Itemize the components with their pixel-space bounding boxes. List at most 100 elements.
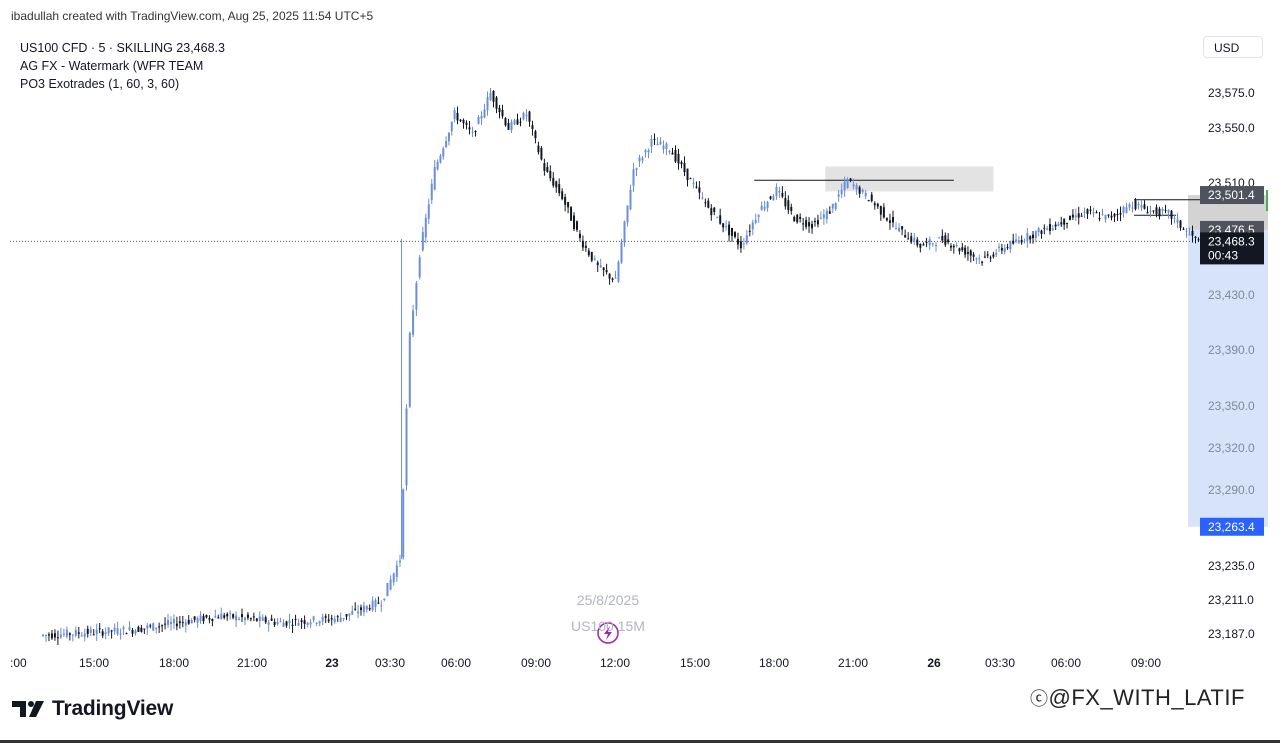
lightning-bolt-icon [604, 626, 612, 640]
candle-body [885, 218, 888, 221]
candle-body [113, 627, 116, 632]
candle-body [1009, 241, 1012, 249]
candle-body [146, 625, 149, 629]
candle-body [822, 214, 825, 219]
candle-body [938, 237, 941, 239]
candle-body [480, 115, 483, 119]
candle-body [59, 634, 62, 638]
candle-body [989, 257, 992, 259]
candle-body [677, 153, 680, 164]
currency-button[interactable]: USD [1203, 36, 1263, 58]
candle-body [919, 243, 922, 248]
candle-body [354, 608, 357, 610]
price-scale-label-bg [1200, 517, 1264, 536]
candle-body [882, 207, 885, 218]
candle-body [342, 617, 345, 619]
candle-body [722, 223, 725, 228]
candle-body [62, 633, 65, 635]
candle-body [1170, 210, 1173, 219]
candle-body [713, 207, 716, 212]
candle-body [1023, 240, 1026, 242]
candle-body [581, 240, 584, 248]
tradingview-logo-text: TradingView [52, 697, 174, 720]
candle-body [238, 618, 241, 620]
price-scale-label: 23,501.4 [1208, 188, 1255, 202]
candle-body [418, 257, 421, 278]
candle-body [181, 622, 184, 624]
candle-body [891, 217, 894, 223]
candle-body [324, 616, 327, 618]
candle-body [614, 277, 617, 279]
candle-body [368, 608, 371, 610]
candle-body [710, 208, 713, 216]
candle-body [1066, 223, 1069, 225]
candle-body [975, 258, 978, 260]
candle-body [778, 190, 781, 193]
candle-body [879, 206, 882, 215]
candle-body [149, 625, 152, 627]
candle-body [958, 248, 961, 252]
candle-body [1122, 206, 1125, 214]
legend-indicator-watermark[interactable]: AG FX - Watermark (WFR TEAM [20, 59, 204, 73]
candle-body [357, 611, 360, 614]
legend-symbol[interactable]: US100 CFD · 5 · SKILLING 23,468.3 [20, 41, 225, 55]
candle-body [300, 620, 303, 623]
candle-body [68, 633, 71, 636]
candle-body [1006, 247, 1009, 249]
candle-body [855, 185, 858, 190]
short-position-target-zone [1188, 229, 1268, 527]
candle-body [327, 619, 330, 622]
candle-body [205, 615, 208, 618]
live-candle-up [1266, 190, 1268, 211]
candle-body [567, 202, 570, 208]
candle-body [101, 631, 104, 636]
candle-body [178, 621, 181, 624]
candle-body [1167, 210, 1170, 213]
candle-body [486, 97, 489, 111]
price-chart[interactable]: 23,575.023,550.023,510.023,430.023,390.0… [10, 30, 1268, 678]
candle-body [315, 623, 318, 625]
chart-panel[interactable]: 23,575.023,550.023,510.023,430.023,390.0… [10, 30, 1268, 678]
candle-body [813, 221, 816, 223]
candle-body [1140, 205, 1143, 208]
candle-body [333, 618, 336, 623]
candle-body [483, 109, 486, 118]
candle-body [243, 617, 246, 620]
candle-body [707, 200, 710, 208]
candle-body [659, 141, 662, 145]
tradingview-logo-icon [12, 701, 44, 717]
candle-body [772, 196, 775, 201]
candle-body [229, 612, 232, 614]
candle-body [155, 627, 158, 630]
candle-body [1048, 224, 1051, 231]
candle-body [716, 217, 719, 219]
price-scale-label: 23,263.4 [1208, 520, 1255, 534]
candle-body [1063, 218, 1066, 225]
candle-body [966, 252, 969, 254]
candle-body [92, 634, 95, 636]
candle-body [1182, 228, 1185, 230]
candle-body [1092, 212, 1095, 214]
candle-body [626, 205, 629, 223]
candle-body [1060, 222, 1063, 225]
watermark-date: 25/8/2025 [576, 592, 640, 608]
candle-body [947, 239, 950, 243]
candle-body [1032, 234, 1034, 239]
legend-indicator-po3[interactable]: PO3 Exotrades (1, 60, 3, 60) [20, 77, 180, 91]
candle-body [1176, 219, 1179, 223]
candle-body [492, 91, 495, 102]
candle-body [252, 616, 255, 618]
candle-body [587, 250, 590, 256]
candle-body [995, 252, 998, 255]
candle-body [1143, 204, 1146, 209]
candle-body [796, 214, 799, 223]
candle-body [167, 620, 170, 625]
candle-body [1034, 231, 1037, 238]
social-handle-text: @FX_WITH_LATIF [1048, 685, 1245, 710]
candle-body [345, 614, 348, 617]
candle-body [867, 200, 870, 202]
candle-body [543, 163, 546, 171]
x-tick-label: 06:00 [1051, 656, 1081, 670]
candle-body [279, 621, 282, 623]
candle-body [901, 226, 904, 230]
